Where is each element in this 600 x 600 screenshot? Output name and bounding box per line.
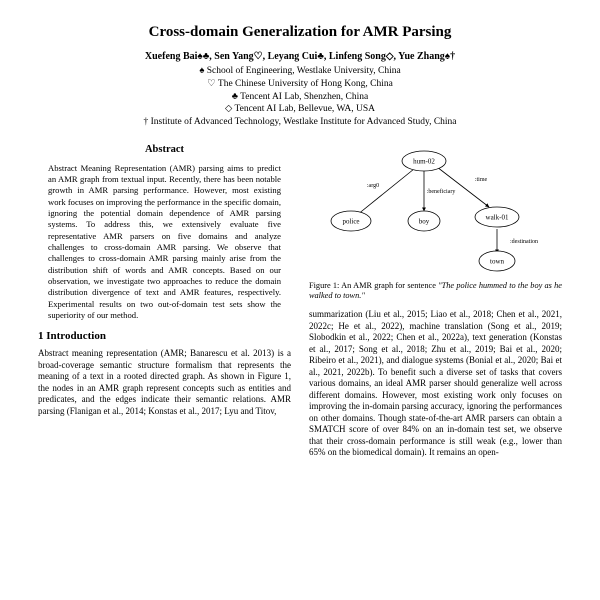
edge-label-beneficiary: :beneficiary [427, 188, 456, 195]
affil-line: ◇ Tencent AI Lab, Bellevue, WA, USA [38, 103, 562, 116]
figure-caption: Figure 1: An AMR graph for sentence "The… [309, 281, 562, 302]
edge-label-arg0: :arg0 [367, 183, 379, 189]
abstract-body: Abstract Meaning Representation (AMR) pa… [38, 163, 291, 322]
node-label-walk: walk-01 [486, 214, 509, 222]
affil-line: ♠ School of Engineering, Westlake Univer… [38, 65, 562, 78]
node-label-boy: boy [419, 218, 430, 226]
affil-line: ♣ Tencent AI Lab, Shenzhen, China [38, 91, 562, 104]
left-column: Abstract Abstract Meaning Representation… [38, 143, 291, 459]
figure-1: :arg0 :beneficiary :time :destination hu… [309, 143, 562, 301]
affil-line: ♡ The Chinese University of Hong Kong, C… [38, 78, 562, 91]
edge-label-time: :time [475, 177, 488, 183]
author-line: Xuefeng Bai♠♣, Sen Yang♡, Leyang Cui♣, L… [38, 51, 562, 62]
edge-label-destination: :destination [510, 239, 538, 245]
edge-time [437, 167, 489, 207]
paper-page: Cross-domain Generalization for AMR Pars… [0, 0, 600, 459]
abstract-heading: Abstract [38, 143, 291, 156]
paper-title: Cross-domain Generalization for AMR Pars… [38, 24, 562, 41]
figure-label: Figure 1: [309, 281, 339, 290]
affiliations: ♠ School of Engineering, Westlake Univer… [38, 65, 562, 129]
node-label-town: town [490, 258, 505, 266]
node-label-hum: hum-02 [413, 158, 435, 166]
right-body: summarization (Liu et al., 2015; Liao et… [309, 309, 562, 459]
figure-caption-text: An AMR graph for sentence [341, 281, 438, 290]
affil-line: † Institute of Advanced Technology, West… [38, 116, 562, 129]
right-column: :arg0 :beneficiary :time :destination hu… [309, 143, 562, 459]
intro-body: Abstract meaning representation (AMR; Ba… [38, 348, 291, 417]
two-column-layout: Abstract Abstract Meaning Representation… [38, 143, 562, 459]
amr-graph-svg: :arg0 :beneficiary :time :destination hu… [309, 143, 539, 273]
node-label-police: police [342, 218, 359, 226]
intro-heading: 1 Introduction [38, 329, 291, 343]
edge-arg0 [357, 169, 414, 215]
